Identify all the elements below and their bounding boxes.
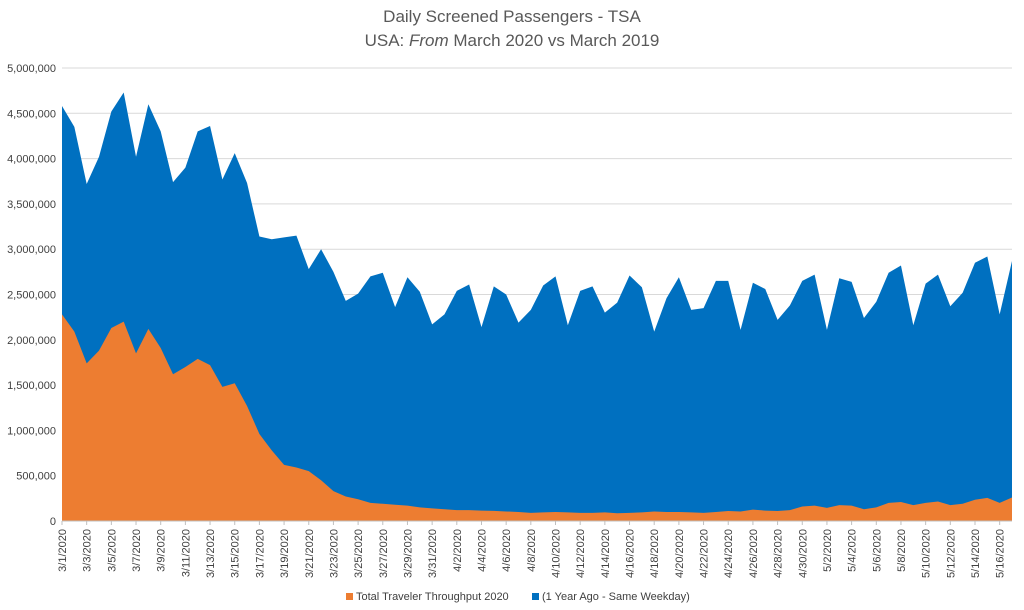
y-tick-label: 1,500,000: [7, 380, 56, 392]
x-tick-label: 3/13/2020: [205, 529, 217, 578]
x-tick-label: 4/4/2020: [476, 529, 488, 572]
x-tick-label: 5/8/2020: [896, 529, 908, 572]
x-tick-label: 4/28/2020: [773, 529, 785, 578]
x-tick-label: 4/6/2020: [501, 529, 513, 572]
x-tick-label: 5/14/2020: [970, 529, 982, 578]
x-tick-label: 3/15/2020: [230, 529, 242, 578]
x-tick-label: 5/6/2020: [871, 529, 883, 572]
legend: Total Traveler Throughput 2020 (1 Year Ag…: [346, 591, 690, 603]
y-tick-label: 2,500,000: [7, 290, 56, 302]
x-tick-label: 3/11/2020: [180, 529, 192, 577]
series-area: [62, 314, 1012, 521]
axes: 0 500,000 1,000,000 1,500,000 2,000,000 2,500…: [7, 63, 1012, 578]
x-tick-label: 5/16/2020: [995, 529, 1007, 578]
y-tick-label: 1,000,000: [7, 425, 56, 437]
x-tick-label: 3/17/2020: [254, 529, 266, 578]
x-tick-label: 3/7/2020: [131, 529, 143, 572]
chart-subtitle: USA: From March 2020 vs March 2019: [365, 31, 660, 50]
x-tick-label: 3/19/2020: [279, 529, 291, 578]
x-tick-label: 4/8/2020: [526, 529, 538, 572]
x-tick-label: 5/10/2020: [921, 529, 933, 578]
x-tick-label: 3/31/2020: [427, 529, 439, 578]
legend-swatch: [346, 593, 353, 600]
y-tick-label: 2,000,000: [7, 335, 56, 347]
subtitle-prefix: USA:: [365, 31, 409, 50]
x-tick-label: 4/22/2020: [699, 529, 711, 578]
plot-areas: [62, 92, 1012, 522]
x-tick-label: 3/23/2020: [328, 529, 340, 578]
legend-label: Total Traveler Throughput 2020: [356, 591, 509, 603]
x-tick-label: 3/1/2020: [57, 529, 69, 572]
y-tick-label: 4,000,000: [7, 154, 56, 166]
y-tick-label: 4,500,000: [7, 108, 56, 120]
x-tick-label: 4/26/2020: [748, 529, 760, 578]
x-tick-label: 3/25/2020: [353, 529, 365, 578]
subtitle-suffix: March 2020 vs March 2019: [449, 31, 660, 50]
y-tick-label: 3,500,000: [7, 199, 56, 211]
x-tick-label: 4/16/2020: [625, 529, 637, 578]
x-tick-label: 4/12/2020: [575, 529, 587, 578]
series-area: [62, 92, 1012, 522]
x-tick-label: 4/20/2020: [674, 529, 686, 578]
x-tick-label: 5/4/2020: [847, 529, 859, 572]
x-tick-label: 4/2/2020: [452, 529, 464, 572]
x-tick-label: 3/29/2020: [402, 529, 414, 578]
y-tick-label: 0: [50, 516, 56, 528]
y-tick-label: 500,000: [16, 471, 56, 483]
x-tick-label: 3/3/2020: [82, 529, 94, 572]
x-tick-label: 3/27/2020: [378, 529, 390, 578]
x-tick-label: 4/24/2020: [723, 529, 735, 578]
y-tick-label: 3,000,000: [7, 244, 56, 256]
y-tick-label: 5,000,000: [7, 63, 56, 75]
x-tick-label: 4/10/2020: [551, 529, 563, 578]
x-tick-label: 3/9/2020: [156, 529, 168, 572]
x-tick-label: 3/5/2020: [106, 529, 118, 572]
x-tick-label: 3/21/2020: [304, 529, 316, 578]
x-tick-label: 4/14/2020: [600, 529, 612, 578]
x-tick-label: 4/18/2020: [649, 529, 661, 578]
x-tick-label: 4/30/2020: [797, 529, 809, 578]
subtitle-emphasis: From: [409, 31, 449, 50]
chart-title: Daily Screened Passengers - TSA: [383, 7, 641, 26]
x-tick-label: 5/12/2020: [945, 529, 957, 578]
legend-swatch: [532, 593, 539, 600]
x-tick-label: 5/2/2020: [822, 529, 834, 572]
legend-label: (1 Year Ago - Same Weekday): [542, 591, 690, 603]
